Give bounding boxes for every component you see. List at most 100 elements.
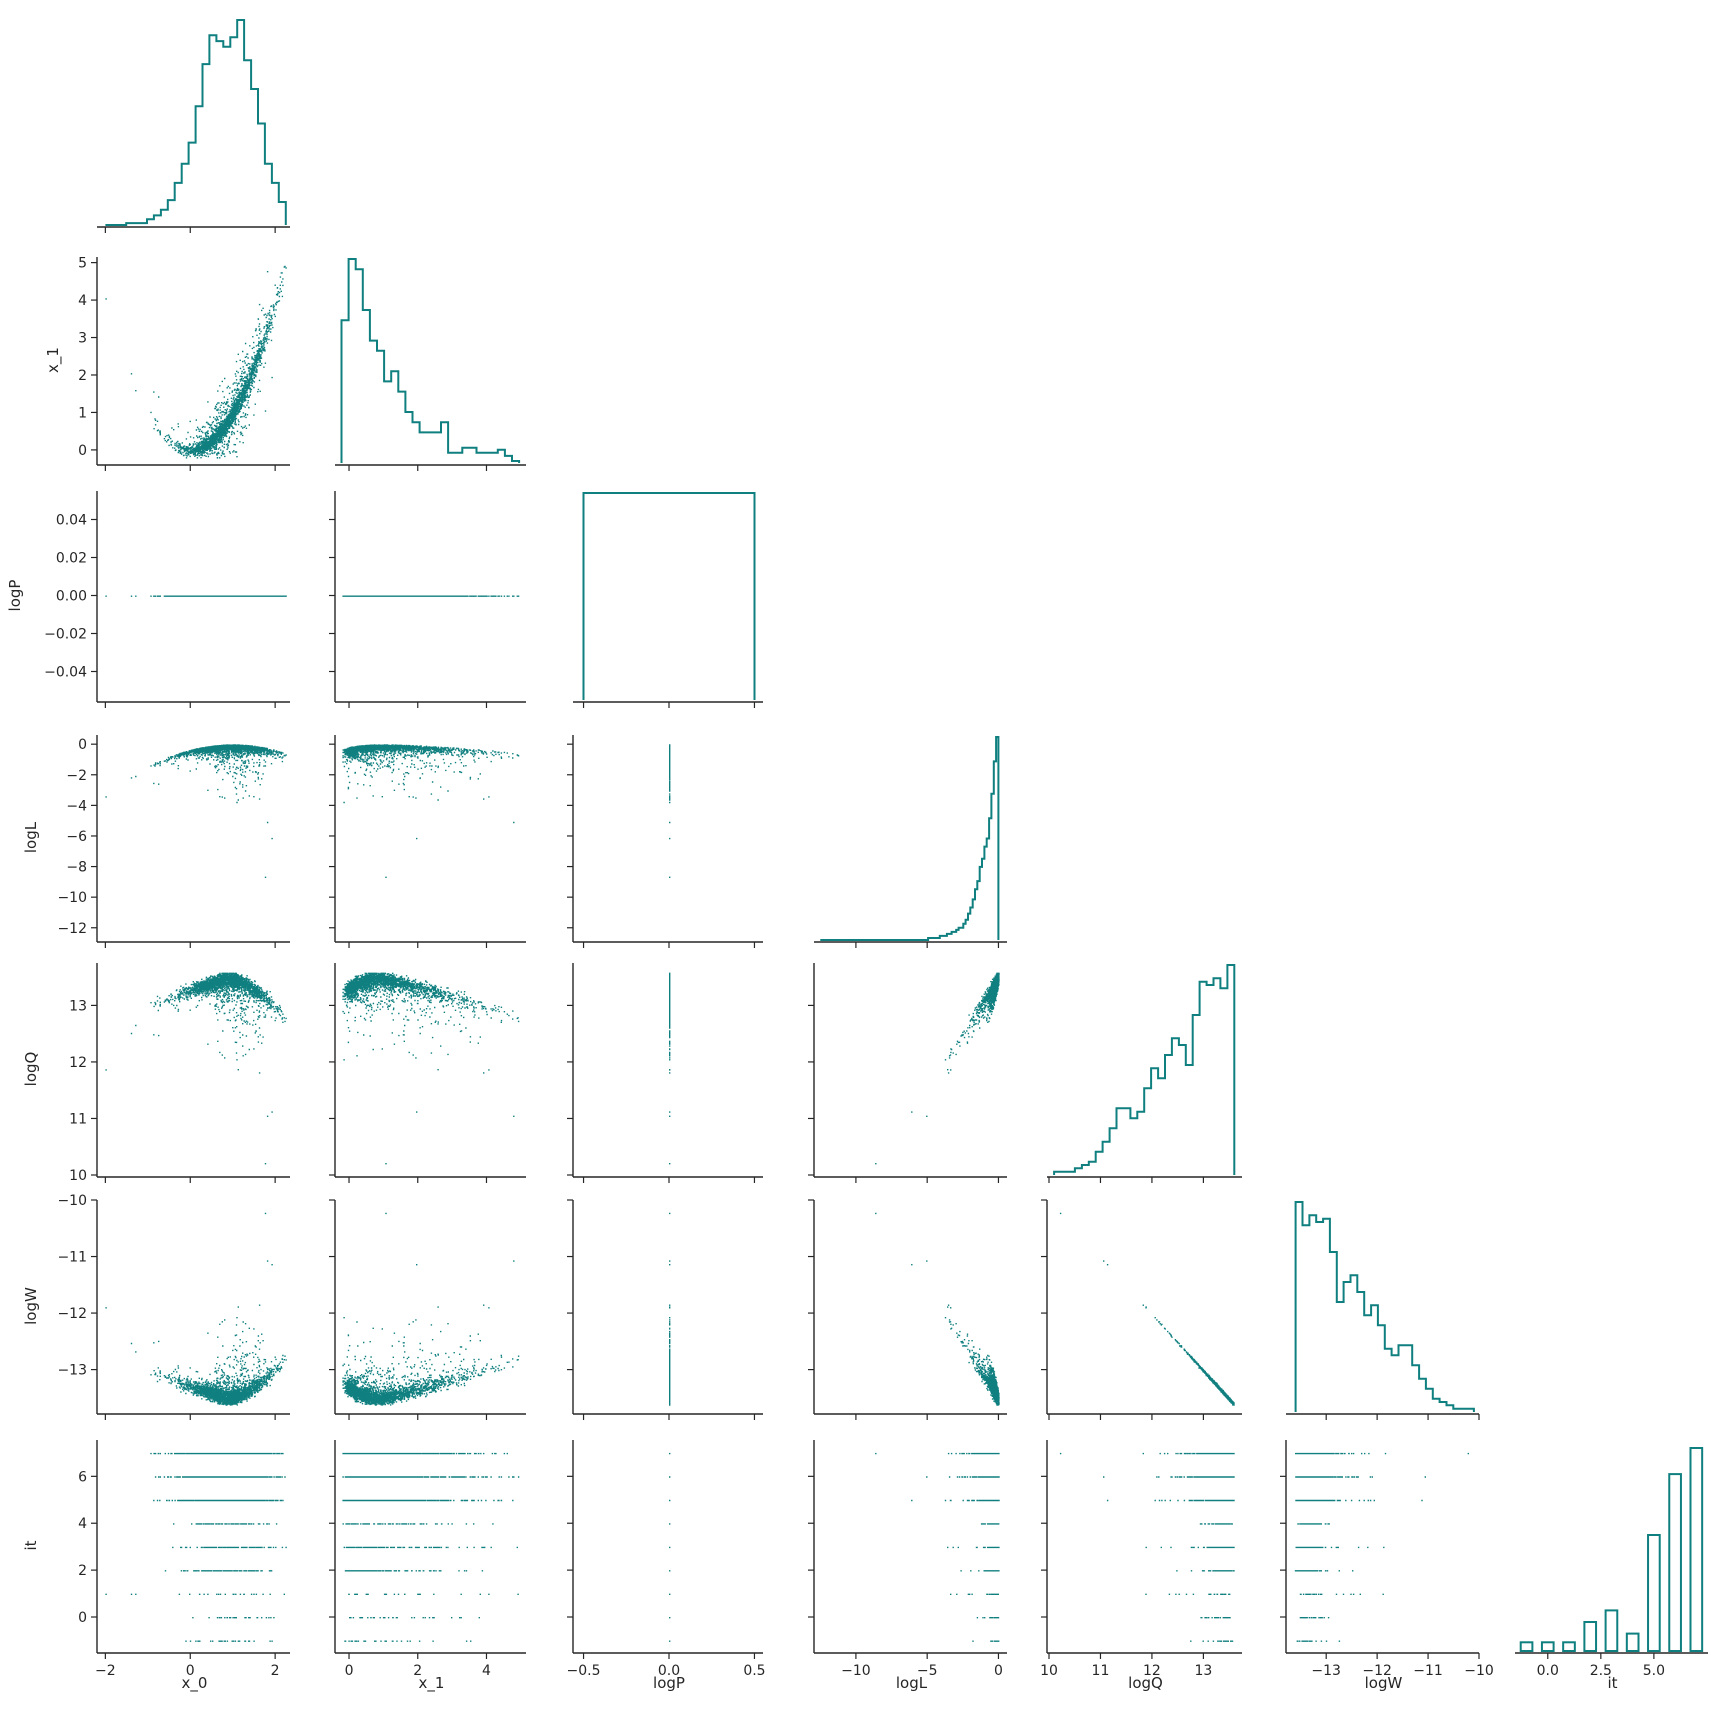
x-tick-label: −12 xyxy=(1362,1663,1392,1679)
axes-logW-vs-logP xyxy=(567,1199,763,1420)
y-tick-label: 0 xyxy=(78,1610,87,1626)
scatter-points-it-vs-x_0 xyxy=(105,1452,287,1642)
x-tick-label: 2 xyxy=(413,1663,422,1679)
hist-bar-it xyxy=(1519,1641,1534,1653)
x-axis-label-logP: logP xyxy=(653,1674,685,1692)
x-axis-label-x_0: x_0 xyxy=(182,1674,208,1693)
hist-bar-it xyxy=(1625,1632,1640,1652)
scatter-points-x_1-vs-x_0 xyxy=(105,265,287,459)
x-axis-label-it: it xyxy=(1607,1674,1617,1692)
scatter-points-it-vs-logW xyxy=(1294,1452,1469,1642)
x-tick-label: 2.5 xyxy=(1590,1663,1612,1679)
hist-bar-it xyxy=(1540,1641,1555,1653)
histogram-x_1 xyxy=(340,258,521,463)
y-tick-label: −10 xyxy=(57,890,87,906)
y-tick-label: 4 xyxy=(78,1516,87,1532)
axes-logQ-vs-x_0: 10 11 12 13 xyxy=(69,963,290,1184)
axes-it-vs-x_0: −2 0 2 0 2 4 6 xyxy=(78,1440,290,1679)
scatter-points-it-vs-logL xyxy=(875,1452,1000,1642)
axes-logQ-vs-x_1 xyxy=(329,963,526,1183)
axes-logW-vs-x_0: −13 −12 −11 −10 xyxy=(57,1193,290,1420)
x-tick-label: 0.0 xyxy=(658,1663,680,1679)
scatter-points-logW-vs-logL xyxy=(875,1212,1000,1406)
scatter-points-logW-vs-logP xyxy=(669,1212,671,1406)
y-tick-label: 11 xyxy=(69,1111,87,1127)
hist-bar-it xyxy=(1647,1534,1661,1652)
axes-logW-vs-logL xyxy=(808,1199,1007,1420)
y-tick-label: −4 xyxy=(66,798,87,814)
y-tick-label: 4 xyxy=(78,293,87,309)
x-axis-label-logQ: logQ xyxy=(1128,1674,1163,1692)
hist-bar-it xyxy=(1562,1641,1576,1653)
y-tick-label: 13 xyxy=(69,998,87,1014)
axes-logQ-vs-logP xyxy=(567,963,763,1183)
y-axis-label-it: it xyxy=(22,1540,40,1550)
y-tick-label: −2 xyxy=(66,768,87,784)
y-tick-label: −0.04 xyxy=(44,665,87,681)
axes-logW-vs-x_1 xyxy=(329,1199,526,1420)
scatter-points-logW-vs-x_0 xyxy=(105,1212,287,1406)
histogram-logL xyxy=(820,736,1000,941)
x-tick-label: −10 xyxy=(841,1663,871,1679)
x-tick-label: 0.0 xyxy=(1537,1663,1559,1679)
y-tick-label: −12 xyxy=(57,921,87,937)
x-tick-label: −11 xyxy=(1413,1663,1443,1679)
axes-it-vs-logL: −10 −5 0 xyxy=(808,1440,1007,1679)
x-tick-label: 5.0 xyxy=(1643,1663,1665,1679)
x-axis-label-logL: logL xyxy=(896,1674,928,1692)
x-axis-label-logW: logW xyxy=(1365,1674,1403,1692)
y-tick-label: −11 xyxy=(57,1250,87,1266)
histogram-logQ xyxy=(1053,964,1236,1175)
scatter-points-logW-vs-x_1 xyxy=(342,1212,520,1406)
hist-bar-it xyxy=(1689,1447,1704,1652)
hist-bar-it xyxy=(1583,1621,1598,1652)
x-tick-label: −2 xyxy=(95,1663,116,1679)
axes-x_1-vs-x_0: 0 1 2 3 4 5 xyxy=(78,256,290,471)
axes-x_1-vs-x_1 xyxy=(335,258,526,471)
x-tick-label: 0 xyxy=(186,1663,195,1679)
axes-logL-vs-logL xyxy=(814,736,1007,948)
y-tick-label: 12 xyxy=(69,1055,87,1071)
y-tick-label: 6 xyxy=(78,1469,87,1485)
y-tick-label: 2 xyxy=(78,368,87,384)
y-tick-label: 5 xyxy=(78,256,87,272)
y-axis-label-logP: logP xyxy=(6,580,24,612)
axes-logL-vs-x_0: −12 −10 −8 −6 −4 −2 0 xyxy=(57,735,290,948)
axes-logW-vs-logW xyxy=(1286,1201,1480,1420)
scatter-points-logQ-vs-logP xyxy=(669,972,671,1165)
scatter-points-logW-vs-logQ xyxy=(1059,1212,1235,1406)
axes-x_0-vs-x_0 xyxy=(97,19,290,233)
scatter-points-logL-vs-logP xyxy=(669,744,671,878)
y-axis-label-logQ: logQ xyxy=(22,1052,40,1087)
scatter-points-logL-vs-x_1 xyxy=(342,744,520,878)
x-tick-label: 2 xyxy=(271,1663,280,1679)
y-tick-label: −8 xyxy=(66,860,87,876)
hist-bar-it xyxy=(1668,1473,1682,1652)
y-tick-label: 0.02 xyxy=(56,551,87,567)
y-tick-label: −0.02 xyxy=(44,627,87,643)
histogram-logP xyxy=(582,492,756,700)
x-tick-label: 4 xyxy=(482,1663,491,1679)
x-axis-label-x_1: x_1 xyxy=(419,1674,445,1693)
axes-logQ-vs-logL xyxy=(808,963,1007,1183)
scatter-points-logQ-vs-x_1 xyxy=(342,972,520,1165)
y-axis-label-x_1: x_1 xyxy=(44,347,63,373)
y-tick-label: −6 xyxy=(66,829,87,845)
y-tick-label: 0 xyxy=(78,737,87,753)
scatter-points-logP-vs-x_0 xyxy=(105,595,287,597)
axes-it-vs-logW: −13 −12 −11 −10 xyxy=(1280,1440,1494,1679)
y-tick-label: 10 xyxy=(69,1168,87,1184)
axes-logQ-vs-logQ xyxy=(1047,964,1242,1183)
scatter-points-it-vs-logQ xyxy=(1059,1452,1235,1642)
axes-it-vs-x_1: 0 2 4 xyxy=(329,1440,526,1679)
y-tick-label: 0.00 xyxy=(56,589,87,605)
x-tick-label: 0.5 xyxy=(743,1663,765,1679)
x-tick-label: 0 xyxy=(345,1663,354,1679)
x-tick-label: 0 xyxy=(994,1663,1003,1679)
axes-it-vs-it: 0.0 2.5 5.0 xyxy=(1515,1447,1708,1679)
x-tick-label: −5 xyxy=(917,1663,938,1679)
y-axis-label-logW: logW xyxy=(22,1287,40,1325)
scatter-points-logP-vs-x_1 xyxy=(342,595,520,597)
y-tick-label: −13 xyxy=(57,1363,87,1379)
